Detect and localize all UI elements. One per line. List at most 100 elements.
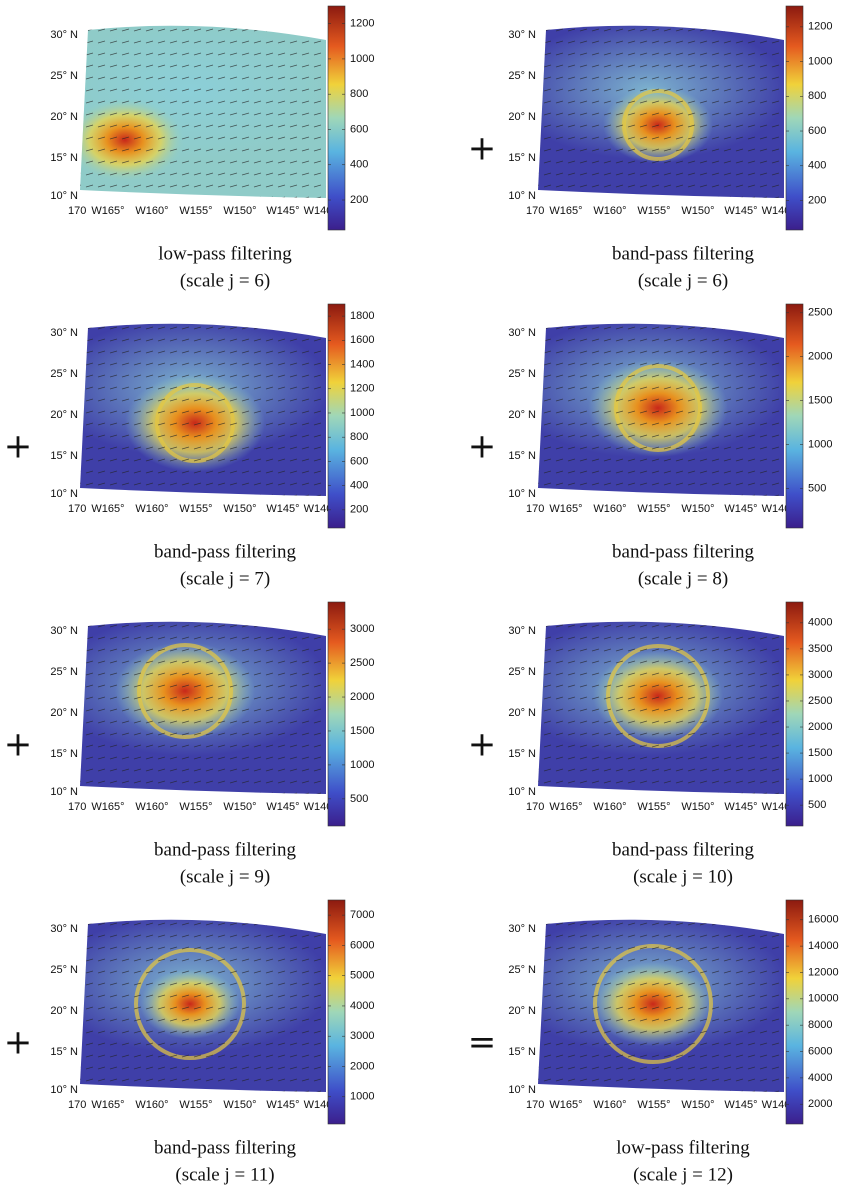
colorbar-tick-label: 6000	[350, 939, 374, 951]
colorbar-tick-label: 3000	[350, 623, 374, 635]
lon-label: W150°	[223, 205, 256, 217]
lat-label: 15° N	[50, 748, 78, 760]
colorbar-tick-label: 4000	[808, 1072, 832, 1084]
colorbar-tick-label: 2000	[808, 721, 832, 733]
colorbar-tick-label: 400	[350, 159, 368, 171]
map	[538, 323, 784, 496]
caption-scale: (scale j = 6)	[638, 270, 728, 291]
lat-label: 30° N	[508, 625, 536, 637]
colorbar-tick-label: 1500	[808, 747, 832, 759]
map	[80, 323, 326, 496]
colorbar-tick-label: 7000	[350, 909, 374, 921]
colorbar-tick-label: 800	[350, 431, 368, 443]
lon-label: W140	[762, 503, 791, 515]
colorbar	[327, 303, 346, 529]
lat-label: 15° N	[508, 1046, 536, 1058]
wind-arrows	[80, 25, 326, 198]
lat-label: 20° N	[50, 1005, 78, 1017]
lon-label: 170	[526, 1099, 544, 1111]
colorbar-tick-label: 1000	[350, 53, 374, 65]
colorbar-tick-label: 6000	[808, 1045, 832, 1057]
caption-title: low-pass filtering	[616, 1137, 750, 1158]
colorbar-tick-label: 400	[808, 160, 826, 172]
map	[538, 25, 784, 198]
lat-label: 20° N	[508, 409, 536, 421]
lon-label: W145°	[724, 1099, 757, 1111]
lat-label: 30° N	[50, 923, 78, 935]
operator: +	[468, 725, 497, 765]
panel: 30° N 25° N 20° N 15° N 10° N 170 W165° W160° W1…	[50, 601, 374, 887]
lon-label: W145°	[266, 503, 299, 515]
lon-label: W165°	[549, 205, 582, 217]
lon-label: W150°	[681, 205, 714, 217]
lat-label: 30° N	[50, 625, 78, 637]
colorbar	[785, 5, 804, 231]
lon-label: W160°	[135, 503, 168, 515]
lat-label: 30° N	[508, 327, 536, 339]
colorbar-tick-label: 200	[350, 504, 368, 516]
colorbar-tick-label: 1000	[350, 407, 374, 419]
colorbar-tick-label: 1200	[350, 18, 374, 30]
colorbar-tick-label: 10000	[808, 993, 839, 1005]
lon-label: W140	[304, 1099, 333, 1111]
lon-label: W140	[304, 801, 333, 813]
lat-label: 20° N	[50, 111, 78, 123]
map	[80, 919, 326, 1092]
lat-label: 20° N	[508, 1005, 536, 1017]
lat-label: 10° N	[50, 1084, 78, 1096]
lon-label: 170	[526, 205, 544, 217]
lat-label: 30° N	[508, 29, 536, 41]
caption-title: band-pass filtering	[612, 243, 754, 264]
panel: 30° N 25° N 20° N 15° N 10° N 170 W165° W160° W1…	[50, 5, 374, 291]
panel: 30° N 25° N 20° N 15° N 10° N 170 W165° W160° W1…	[508, 899, 839, 1185]
lat-label: 15° N	[50, 1046, 78, 1058]
colorbar-tick-label: 400	[350, 480, 368, 492]
colorbar-tick-label: 1500	[350, 725, 374, 737]
lat-label: 20° N	[508, 111, 536, 123]
lon-label: W145°	[724, 503, 757, 515]
lon-label: W150°	[681, 1099, 714, 1111]
colorbar-tick-label: 600	[350, 455, 368, 467]
colorbar-tick-label: 200	[350, 194, 368, 206]
map	[538, 621, 784, 794]
lon-label: 170	[68, 1099, 86, 1111]
lon-label: W155°	[637, 1099, 670, 1111]
lon-label: W140	[762, 205, 791, 217]
operator: +	[4, 725, 33, 765]
colorbar	[327, 601, 346, 827]
colorbar-tick-label: 2500	[808, 307, 832, 319]
colorbar	[785, 601, 804, 827]
lon-label: W150°	[223, 801, 256, 813]
colorbar-tick-label: 1200	[808, 21, 832, 33]
colorbar-tick-label: 800	[808, 90, 826, 102]
lat-label: 25° N	[50, 70, 78, 82]
wind-arrows	[80, 919, 326, 1092]
caption-scale: (scale j = 9)	[180, 866, 270, 887]
lon-label: W140	[304, 503, 333, 515]
colorbar-tick-label: 1400	[350, 358, 374, 370]
caption-title: band-pass filtering	[154, 839, 296, 860]
lat-label: 15° N	[50, 450, 78, 462]
lat-label: 10° N	[508, 190, 536, 202]
colorbar-tick-label: 2000	[808, 351, 832, 363]
colorbar-tick-label: 14000	[808, 940, 839, 952]
operator: =	[468, 1023, 497, 1063]
lon-label: W165°	[91, 205, 124, 217]
colorbar	[785, 899, 804, 1125]
colorbar-tick-label: 4000	[350, 1000, 374, 1012]
lon-label: W145°	[266, 801, 299, 813]
colorbar-tick-label: 1500	[808, 395, 832, 407]
lon-label: W165°	[549, 801, 582, 813]
panel: 30° N 25° N 20° N 15° N 10° N 170 W165° W160° W1…	[508, 601, 832, 887]
colorbar-tick-label: 5000	[350, 970, 374, 982]
lon-label: W145°	[266, 205, 299, 217]
colorbar-tick-label: 1000	[808, 773, 832, 785]
colorbar-tick-label: 2500	[808, 695, 832, 707]
colorbar-tick-label: 16000	[808, 914, 839, 926]
colorbar	[327, 5, 346, 231]
caption-scale: (scale j = 10)	[633, 866, 733, 887]
operator: +	[468, 129, 497, 169]
colorbar-tick-label: 500	[808, 799, 826, 811]
lat-label: 10° N	[50, 786, 78, 798]
